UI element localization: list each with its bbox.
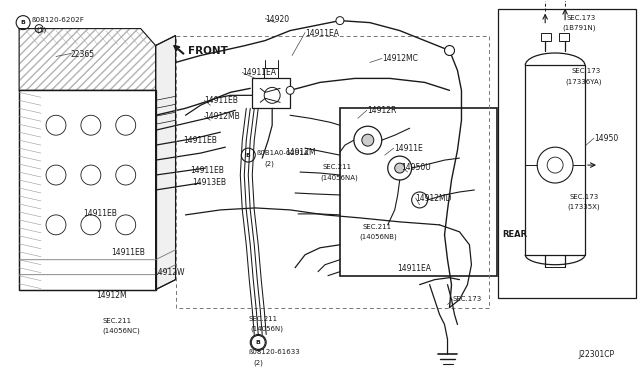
Bar — [541, 33, 551, 41]
Text: (14056NA): (14056NA) — [320, 174, 358, 180]
Polygon shape — [19, 29, 156, 90]
Circle shape — [445, 45, 454, 55]
Text: SEC.173: SEC.173 — [452, 296, 482, 302]
Text: (17335X): (17335X) — [567, 204, 600, 211]
Text: ß08120-6202F: ß08120-6202F — [31, 17, 84, 23]
Circle shape — [362, 134, 374, 146]
Text: SEC.211: SEC.211 — [323, 164, 352, 170]
Text: SEC.173: SEC.173 — [566, 15, 595, 20]
Circle shape — [395, 163, 404, 173]
Text: J22301CP: J22301CP — [578, 350, 614, 359]
Text: 14950U: 14950U — [402, 163, 431, 172]
Text: B: B — [20, 20, 26, 25]
Text: 22365: 22365 — [71, 49, 95, 58]
Text: 14920: 14920 — [265, 15, 289, 24]
Circle shape — [336, 17, 344, 25]
Bar — [525, 65, 585, 255]
Text: 14911EA: 14911EA — [397, 264, 431, 273]
Text: 14912MD: 14912MD — [415, 194, 452, 203]
Text: 14911E: 14911E — [394, 144, 422, 153]
Text: FRONT: FRONT — [189, 45, 228, 55]
Bar — [559, 33, 569, 41]
Text: ß0B1A0-6201A: ß0B1A0-6201A — [256, 150, 308, 156]
Text: B: B — [246, 153, 251, 158]
Text: (2): (2) — [253, 359, 263, 366]
Text: (1): (1) — [36, 26, 46, 33]
Text: SEC.173: SEC.173 — [571, 68, 600, 74]
Text: 14912M: 14912M — [96, 291, 127, 299]
Text: 14912M: 14912M — [285, 148, 316, 157]
Text: (17336YA): (17336YA) — [565, 78, 602, 85]
Text: 14911EA: 14911EA — [243, 68, 276, 77]
Text: 14912MC: 14912MC — [382, 54, 418, 64]
Bar — [264, 68, 278, 78]
Text: REAR: REAR — [502, 230, 527, 239]
Bar — [499, 9, 636, 298]
Bar — [252, 78, 290, 108]
Text: ß08120-61633: ß08120-61633 — [248, 349, 300, 355]
Text: (1B791N): (1B791N) — [562, 25, 596, 31]
Text: 14912R: 14912R — [367, 106, 396, 115]
Text: 14913EB: 14913EB — [193, 178, 227, 187]
Text: 14912W: 14912W — [154, 268, 185, 277]
Text: 14911EA: 14911EA — [305, 29, 339, 38]
Circle shape — [286, 86, 294, 94]
Polygon shape — [19, 90, 156, 290]
Text: (14056NB): (14056NB) — [360, 234, 397, 240]
Text: 14911EB: 14911EB — [204, 96, 238, 105]
Text: SEC.211: SEC.211 — [248, 315, 277, 321]
Text: SEC.211: SEC.211 — [363, 224, 392, 230]
Bar — [340, 108, 497, 276]
Text: B: B — [256, 340, 260, 345]
Polygon shape — [156, 36, 175, 290]
Text: (14056NC): (14056NC) — [103, 327, 141, 334]
Text: (2): (2) — [264, 160, 274, 167]
Text: 14911EB: 14911EB — [111, 248, 145, 257]
Text: 14912MB: 14912MB — [204, 112, 240, 121]
Text: 14950: 14950 — [594, 134, 618, 143]
Text: 14911EB: 14911EB — [83, 209, 116, 218]
Text: SEC.173: SEC.173 — [569, 194, 598, 200]
Text: (14056N): (14056N) — [250, 326, 284, 332]
Text: SEC.211: SEC.211 — [103, 318, 132, 324]
Text: 14911EB: 14911EB — [191, 166, 225, 175]
Text: 14911EB: 14911EB — [184, 136, 218, 145]
